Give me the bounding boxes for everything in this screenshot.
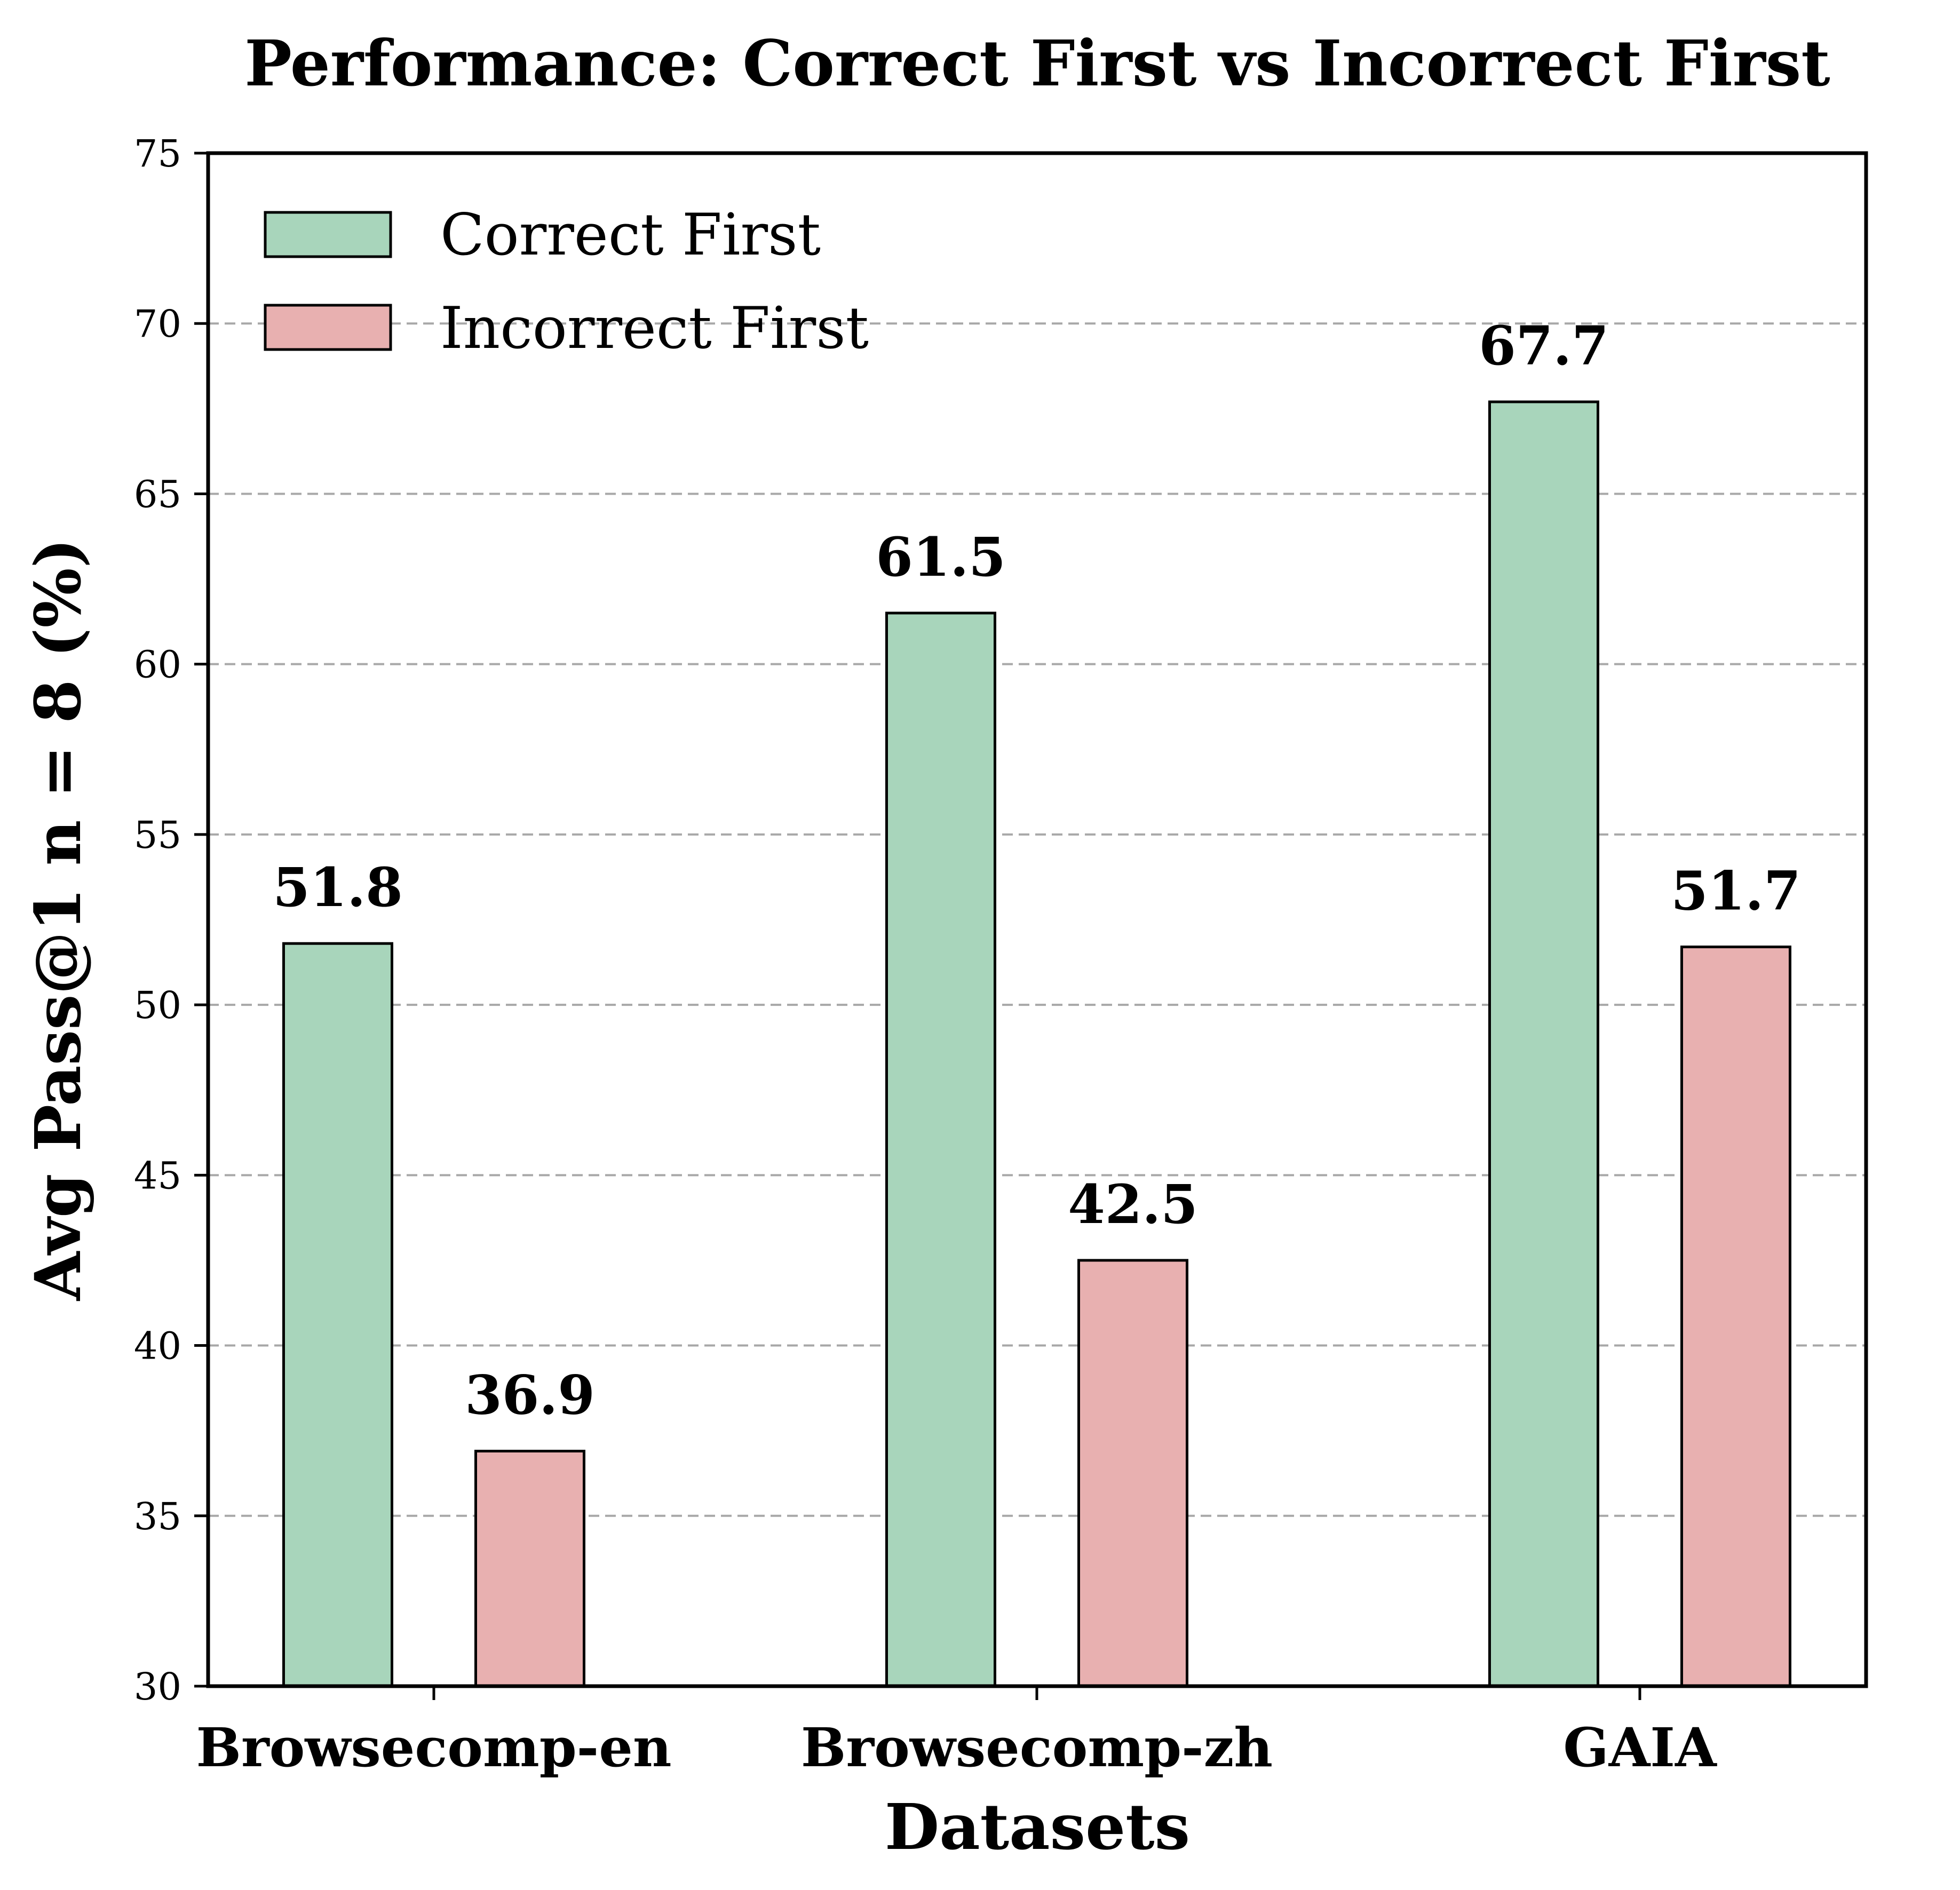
bar-correct-first-2 [885, 612, 996, 1688]
y-axis-label: Avg Pass@1 n = 8 (%) [21, 538, 95, 1301]
data-label-incorrect-first-1: 36.9 [465, 1363, 595, 1426]
y-axis-ticks: 30 35 40 45 50 55 60 65 70 75 [134, 132, 208, 1709]
bar-incorrect-first-2 [1077, 1259, 1188, 1688]
bar-correct-first-3 [1488, 400, 1599, 1688]
legend-swatch-correct-first [264, 211, 392, 258]
y-tick-label-45: 45 [134, 1154, 181, 1197]
x-axis-ticks: Browsecomp-en Browsecomp-zh GAIA [196, 1686, 1717, 1779]
x-tick-label-1: Browsecomp-en [196, 1716, 671, 1779]
data-label-correct-first-2: 61.5 [876, 526, 1006, 589]
y-tick-label-70: 70 [134, 302, 181, 346]
y-tick-label-55: 55 [134, 813, 181, 857]
x-axis-label: Datasets [885, 1790, 1190, 1864]
x-tick-label-2: Browsecomp-zh [801, 1716, 1273, 1779]
bar-incorrect-first-1 [474, 1449, 585, 1688]
y-tick-label-60: 60 [134, 643, 181, 687]
y-tick-label-35: 35 [134, 1495, 181, 1538]
legend-label-correct-first: Correct First [440, 202, 821, 268]
y-tick-label-30: 30 [134, 1665, 181, 1709]
data-label-incorrect-first-2: 42.5 [1068, 1173, 1198, 1236]
data-label-correct-first-3: 67.7 [1479, 314, 1609, 377]
bar-correct-first-1 [282, 942, 393, 1688]
y-tick-label-65: 65 [134, 472, 181, 516]
legend-label-incorrect-first: Incorrect First [440, 295, 869, 362]
y-tick-label-75: 75 [134, 132, 181, 176]
y-tick-label-50: 50 [134, 983, 181, 1027]
data-labels: 51.8 36.9 61.5 42.5 67.7 51.7 [273, 314, 1801, 1426]
data-label-correct-first-1: 51.8 [273, 856, 403, 919]
legend: Correct First Incorrect First [264, 202, 869, 362]
chart-title: Performance: Correct First vs Incorrect … [244, 26, 1830, 100]
y-tick-label-40: 40 [134, 1324, 181, 1368]
x-tick-label-3: GAIA [1563, 1716, 1717, 1779]
data-label-incorrect-first-3: 51.7 [1671, 860, 1801, 923]
bar-incorrect-first-3 [1680, 946, 1791, 1688]
legend-swatch-incorrect-first [264, 304, 392, 351]
